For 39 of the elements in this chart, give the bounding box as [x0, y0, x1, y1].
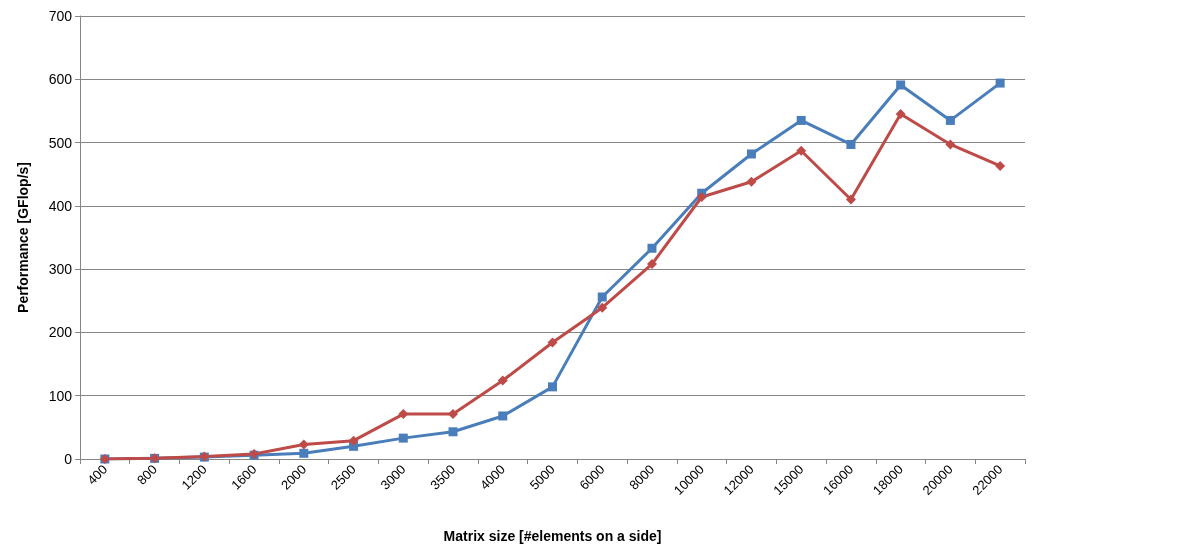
y-tick-label: 500 — [48, 134, 73, 151]
point — [299, 448, 309, 458]
point — [796, 115, 806, 125]
y-tick-label: 100 — [48, 387, 73, 404]
point — [497, 375, 508, 386]
y-tick-label: 200 — [48, 324, 73, 341]
y-tick-label: 0 — [64, 451, 73, 467]
point — [647, 243, 657, 253]
point — [895, 109, 906, 120]
point — [448, 409, 459, 420]
point — [746, 176, 757, 187]
point — [746, 149, 756, 159]
point — [845, 194, 856, 205]
y-tick-label: 700 — [48, 8, 73, 24]
x-tick-label: 400 — [84, 461, 111, 488]
point — [696, 192, 707, 202]
y-tick-label: 400 — [48, 197, 73, 214]
point — [548, 382, 557, 392]
point — [995, 160, 1006, 171]
point — [448, 427, 458, 437]
point — [945, 115, 955, 125]
y-axis-title: Performance [GFlop/s] — [15, 162, 31, 313]
point — [348, 435, 359, 446]
point — [597, 302, 608, 313]
point — [298, 439, 309, 450]
x-tick-label: 800 — [133, 461, 160, 488]
point — [796, 145, 807, 156]
point — [398, 433, 408, 443]
point — [547, 337, 558, 348]
point — [498, 411, 508, 421]
point — [646, 259, 657, 270]
point — [945, 139, 956, 150]
point — [995, 78, 1005, 88]
y-tick-label: 600 — [48, 71, 73, 88]
point — [896, 80, 906, 90]
point — [846, 139, 856, 149]
point — [597, 292, 607, 302]
y-tick-label: 300 — [48, 261, 73, 278]
x-axis-title: Matrix size [#elements on a side] — [443, 528, 662, 544]
